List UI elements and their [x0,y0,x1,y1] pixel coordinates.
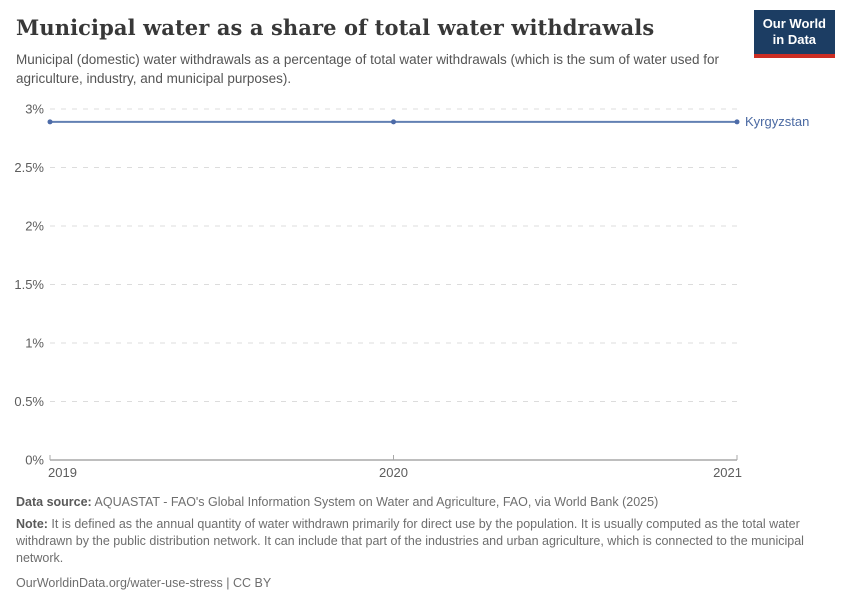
citation-line: OurWorldinData.org/water-use-stress | CC… [16,575,834,592]
chart-svg[interactable]: 0% 0.5% 1% 1.5% 2% 2.5% 3% 2019 2020 2021 Kyrgyzst… [0,95,850,487]
y-tick-label: 1% [25,335,44,350]
y-tick-label: 2% [25,218,44,233]
x-tick-label: 2021 [713,465,742,480]
owid-url-link[interactable]: OurWorldinData.org/water-use-stress [16,575,223,590]
x-tick-label: 2019 [48,465,77,480]
data-source-text: AQUASTAT - FAO's Global Information Syst… [91,494,659,509]
owid-logo[interactable]: Our World in Data [753,10,835,58]
data-point-marker[interactable] [391,118,396,124]
chart-title: Municipal water as a share of total wate… [16,15,655,40]
chart-subtitle: Municipal (domestic) water withdrawals a… [16,52,720,87]
data-source-line: Data source: AQUASTAT - FAO's Global Inf… [16,494,834,511]
license-link[interactable]: CC BY [232,575,272,590]
x-tick-label: 2020 [379,465,408,480]
y-tick-label: 0% [25,452,44,467]
note-label: Note: [16,517,48,532]
owid-logo-line1: Our World [762,16,826,31]
citation-separator: | [222,575,233,590]
data-source-label: Data source: [16,494,92,509]
note-text: It is defined as the annual quantity of … [16,517,804,565]
chart-footer: Data source: AQUASTAT - FAO's Global Inf… [0,487,850,592]
y-tick-label: 2.5% [14,160,44,175]
y-tick-label: 1.5% [14,277,44,292]
chart-area[interactable]: 0% 0.5% 1% 1.5% 2% 2.5% 3% 2019 2020 2021 Kyrgyzst… [0,95,850,487]
data-point-marker[interactable] [734,118,740,124]
note-line: Note: It is defined as the annual quanti… [16,516,834,566]
y-tick-label: 0.5% [14,394,44,409]
y-tick-label: 3% [25,101,44,116]
chart-header: Municipal water as a share of total wate… [0,0,850,89]
entity-label[interactable]: Kyrgyzstan [745,113,809,128]
data-point-marker[interactable] [47,118,53,124]
owid-logo-line2: in Data [772,32,817,48]
